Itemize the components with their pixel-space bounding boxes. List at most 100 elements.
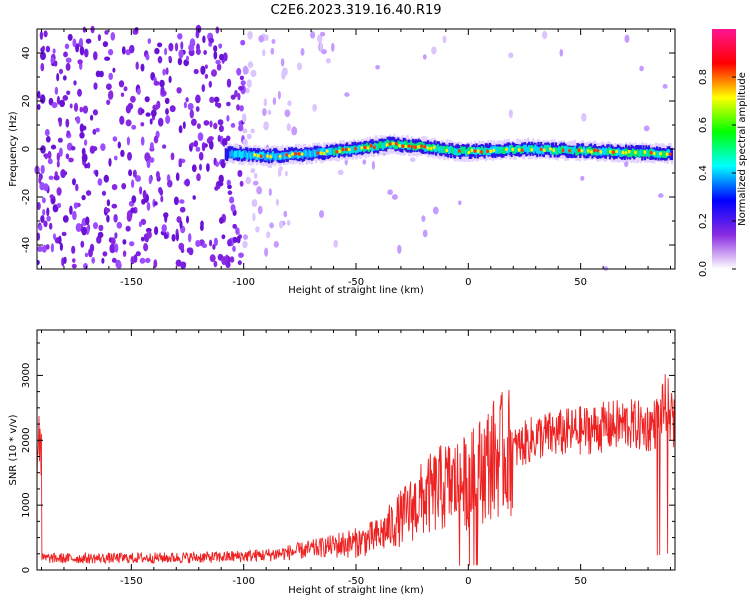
trace-band-mid: [381, 143, 384, 150]
spectrogram-cell: [246, 133, 252, 140]
spectrogram-cell: [221, 256, 228, 266]
spectrogram-cell: [43, 183, 49, 192]
spectrogram-cell: [236, 235, 241, 244]
trace-band-mid: [631, 148, 634, 156]
spectrogram-cell: [98, 224, 104, 232]
spectrogram-cell: [44, 129, 50, 137]
spectrogram-cell: [230, 123, 236, 128]
trace-band-mid: [528, 145, 531, 153]
spectrogram-cell: [61, 257, 65, 267]
trace-band-mid: [238, 150, 241, 158]
spectrogram-cell: [80, 240, 85, 248]
trace-peak: [297, 152, 301, 156]
trace-band-mid: [535, 146, 538, 154]
x-tick-label: -100: [232, 576, 255, 587]
spectrogram-cell: [108, 90, 114, 100]
spectrogram-cell: [139, 257, 146, 264]
y-tick-label: 0: [21, 567, 32, 573]
trace-band-mid: [539, 147, 542, 155]
spectrogram-cell: [173, 196, 179, 206]
spectrogram-cell: [37, 245, 43, 252]
spectrogram-cell: [116, 262, 122, 269]
colorbar-tick-label: 0.2: [698, 213, 709, 229]
spectrogram-cell: [182, 121, 186, 129]
spectrogram-cell: [409, 157, 416, 163]
spectrogram-cell: [175, 172, 180, 181]
spectrogram-cell: [242, 240, 248, 249]
spectrogram-cell: [221, 138, 228, 147]
spectrogram-cell: [157, 117, 164, 127]
spectrogram-cell: [195, 94, 201, 104]
spectrogram-cell: [226, 78, 232, 88]
spectrogram-cell: [319, 210, 324, 219]
spectrogram-cell: [195, 106, 200, 112]
spectrogram-cell: [187, 103, 194, 111]
trace-band-mid: [617, 148, 620, 155]
spectrogram-cell: [129, 44, 135, 54]
spectrogram-cell: [263, 98, 267, 107]
trace-band-mid: [606, 148, 609, 156]
spectrogram-cell: [42, 197, 46, 204]
spectrogram-cell: [131, 179, 135, 188]
spectrogram-cell: [75, 116, 81, 124]
trace-peak: [552, 148, 556, 153]
trace-band-mid: [570, 146, 573, 154]
spectrogram-cell: [431, 46, 437, 55]
spectrogram-cell: [297, 62, 302, 71]
spectrogram-cell: [106, 83, 112, 90]
trace-band-mid: [241, 150, 244, 158]
spectrogram-cell: [145, 257, 151, 264]
spectrogram-cell: [225, 135, 231, 142]
spectrogram-cell: [200, 220, 204, 228]
spectrogram-cell: [123, 86, 128, 92]
spectrogram-cell: [234, 90, 238, 98]
spectrogram-cell: [82, 26, 86, 33]
spectrogram-cell: [62, 75, 67, 81]
spectrogram-cell: [84, 163, 88, 169]
spectrogram-cell: [208, 80, 212, 88]
spectrogram-cell: [165, 67, 169, 75]
spectrogram-cell: [135, 251, 141, 257]
spectrogram-cell: [255, 226, 260, 233]
trace-band-mid: [436, 144, 439, 152]
trace-band-mid: [595, 148, 598, 156]
spectrogram-cell: [65, 118, 70, 128]
spectrogram-cell: [190, 142, 194, 148]
spectrogram-cell: [52, 48, 56, 54]
spectrogram-cell: [264, 247, 269, 257]
trace-band-mid: [232, 151, 235, 159]
spectrogram-cell: [273, 241, 279, 248]
trace-band-mid: [307, 149, 310, 157]
spectrogram-cell: [97, 231, 104, 238]
trace-peak: [568, 149, 571, 153]
trace-peak: [385, 143, 389, 147]
trace-peak: [316, 151, 320, 155]
spectrogram-cell: [180, 41, 184, 50]
trace-peak: [278, 154, 282, 159]
spectrogram-cell: [219, 53, 224, 61]
trace-peak: [259, 154, 263, 159]
spectrogram-cell: [213, 260, 218, 268]
spectrogram-y-ticks: -40 -20 0 20 40: [21, 28, 675, 270]
trace-peak: [542, 148, 546, 153]
trace-band-mid: [636, 149, 639, 157]
spectrogram-cell: [226, 115, 230, 122]
spectrogram-cell: [153, 135, 159, 144]
trace-band-mid: [496, 146, 499, 154]
trace-peak: [369, 143, 373, 148]
spectrogram-cell: [130, 95, 136, 103]
spectrogram-cell: [52, 204, 59, 213]
spectrogram-cell: [174, 42, 179, 52]
spectrogram-cell: [143, 233, 148, 242]
spectrogram-cell: [157, 56, 163, 64]
trace-band-mid: [230, 149, 233, 157]
spectrogram-cell: [257, 205, 263, 215]
spectrogram-cell: [90, 114, 94, 121]
spectrogram-cell: [145, 53, 150, 61]
spectrogram-cell: [203, 120, 210, 126]
spectrogram-cell: [177, 57, 183, 66]
spectrogram-cell: [37, 104, 41, 110]
trace-band-mid: [351, 146, 355, 154]
trace-peak: [530, 147, 534, 152]
spectrogram-cell: [209, 239, 213, 247]
